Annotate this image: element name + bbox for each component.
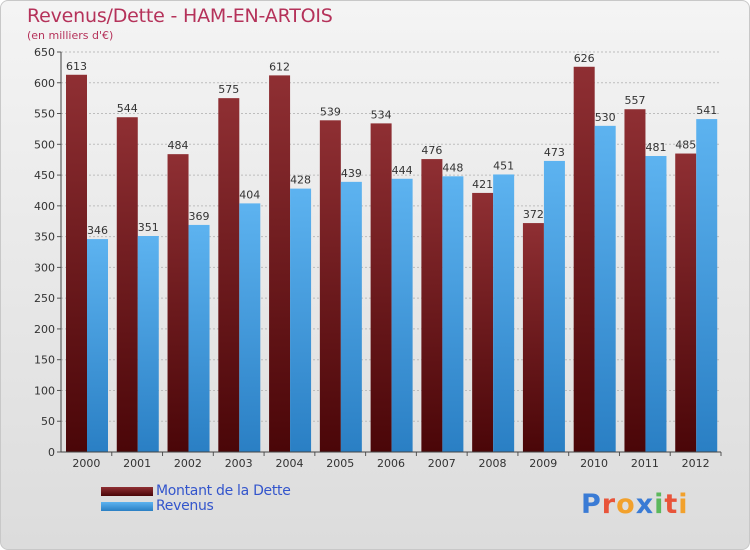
y-axis-ticks: 0 50 100 150 200 250 300 350 400 450 500 550 600 650: [34, 46, 61, 459]
bar-dette: [66, 74, 87, 453]
bar-dette: [218, 98, 240, 453]
bar-revenus: [188, 224, 210, 452]
bar-dette: [472, 192, 494, 452]
y-tick-label: 650: [34, 46, 55, 59]
data-labels: 613 346 544 351 484 369 575 404 612 428 539 439 534 4…: [66, 52, 717, 237]
x-tick-label: 2005: [326, 457, 354, 470]
bar-revenus: [239, 203, 261, 452]
bar-dette: [624, 109, 646, 452]
y-tick-label: 450: [34, 169, 55, 182]
y-tick-label: 550: [34, 108, 55, 121]
data-label-dette: 539: [320, 105, 341, 118]
x-tick-label: 2000: [72, 457, 100, 470]
x-tick-label: 2010: [580, 457, 608, 470]
data-label-revenus: 451: [493, 159, 514, 172]
data-label-dette: 612: [269, 60, 290, 73]
data-label-dette: 372: [523, 208, 544, 221]
logo-letter: i: [654, 489, 665, 520]
bar-dette: [675, 153, 697, 453]
data-label-dette: 421: [472, 178, 493, 191]
bar-dette: [573, 66, 595, 453]
x-tick-label: 2002: [174, 457, 202, 470]
bar-revenus: [594, 125, 616, 452]
logo-letter: r: [601, 489, 617, 520]
bar-revenus: [543, 160, 565, 452]
data-label-revenus: 448: [442, 161, 463, 174]
data-label-revenus: 439: [341, 167, 362, 180]
x-tick-label: 2007: [428, 457, 456, 470]
y-tick-label: 0: [48, 446, 55, 459]
bars: [66, 66, 718, 453]
bar-dette: [116, 117, 138, 452]
logo-letter: i: [678, 489, 689, 520]
data-label-dette: 575: [218, 83, 239, 96]
x-tick-label: 2008: [479, 457, 507, 470]
bar-dette: [522, 223, 544, 452]
y-tick-label: 400: [34, 200, 55, 213]
chart-title: Revenus/Dette - HAM-EN-ARTOIS: [27, 5, 333, 27]
x-tick-label: 2011: [631, 457, 659, 470]
x-tick-label: 2009: [529, 457, 557, 470]
y-tick-label: 250: [34, 292, 55, 305]
data-label-revenus: 481: [645, 141, 666, 154]
data-label-dette: 544: [117, 102, 138, 115]
y-tick-label: 150: [34, 354, 55, 367]
bar-revenus: [340, 181, 362, 452]
data-label-revenus: 351: [138, 221, 159, 234]
bar-revenus: [645, 156, 667, 452]
legend-swatch-revenus: [101, 502, 153, 511]
legend-label-revenus: Revenus: [156, 498, 214, 514]
bar-dette: [370, 123, 392, 452]
data-label-dette: 626: [574, 52, 595, 65]
bar-dette: [421, 159, 443, 453]
legend-label-dette: Montant de la Dette: [156, 483, 291, 499]
bar-dette: [319, 120, 341, 453]
bar-dette: [167, 154, 189, 452]
data-label-revenus: 530: [595, 111, 616, 124]
y-tick-label: 350: [34, 231, 55, 244]
logo-letter: o: [616, 489, 636, 520]
bar-revenus: [696, 119, 718, 453]
data-label-dette: 484: [168, 139, 189, 152]
bar-dette: [269, 75, 291, 452]
chart-subtitle: (en milliers d'€): [27, 29, 114, 42]
bar-revenus: [137, 236, 159, 452]
bar-revenus: [442, 176, 464, 453]
bar-revenus: [391, 178, 413, 452]
bar-revenus: [87, 239, 108, 452]
data-label-revenus: 473: [544, 146, 565, 159]
data-label-dette: 485: [675, 139, 696, 152]
logo-letter: t: [664, 489, 679, 520]
x-tick-label: 2006: [377, 457, 405, 470]
y-tick-label: 500: [34, 138, 55, 151]
data-label-revenus: 428: [290, 174, 311, 187]
y-tick-label: 300: [34, 261, 55, 274]
data-label-dette: 613: [66, 60, 87, 73]
y-tick-label: 600: [34, 77, 55, 90]
data-label-revenus: 541: [696, 104, 717, 117]
data-label-revenus: 404: [239, 188, 260, 201]
proxiti-logo: Proxiti: [581, 489, 689, 520]
data-label-dette: 534: [371, 108, 392, 121]
data-label-dette: 557: [624, 94, 645, 107]
logo-letter: P: [581, 489, 602, 520]
bar-revenus: [290, 188, 312, 452]
data-label-dette: 476: [421, 144, 442, 157]
bar-revenus: [493, 174, 515, 452]
x-tick-label: 2003: [225, 457, 253, 470]
x-tick-label: 2004: [275, 457, 303, 470]
logo-letter: x: [635, 489, 655, 520]
x-tick-label: 2001: [123, 457, 151, 470]
x-tick-label: 2012: [682, 457, 710, 470]
y-tick-label: 50: [41, 415, 55, 428]
y-tick-label: 200: [34, 323, 55, 336]
y-tick-label: 100: [34, 384, 55, 397]
data-label-revenus: 444: [392, 164, 413, 177]
legend-swatch-dette: [101, 487, 153, 496]
data-label-revenus: 369: [189, 210, 210, 223]
x-axis-ticks: 2000 2001 2002 2003 2004 2005 2006 2007 2008 2009…: [72, 452, 722, 470]
data-label-revenus: 346: [87, 224, 108, 237]
